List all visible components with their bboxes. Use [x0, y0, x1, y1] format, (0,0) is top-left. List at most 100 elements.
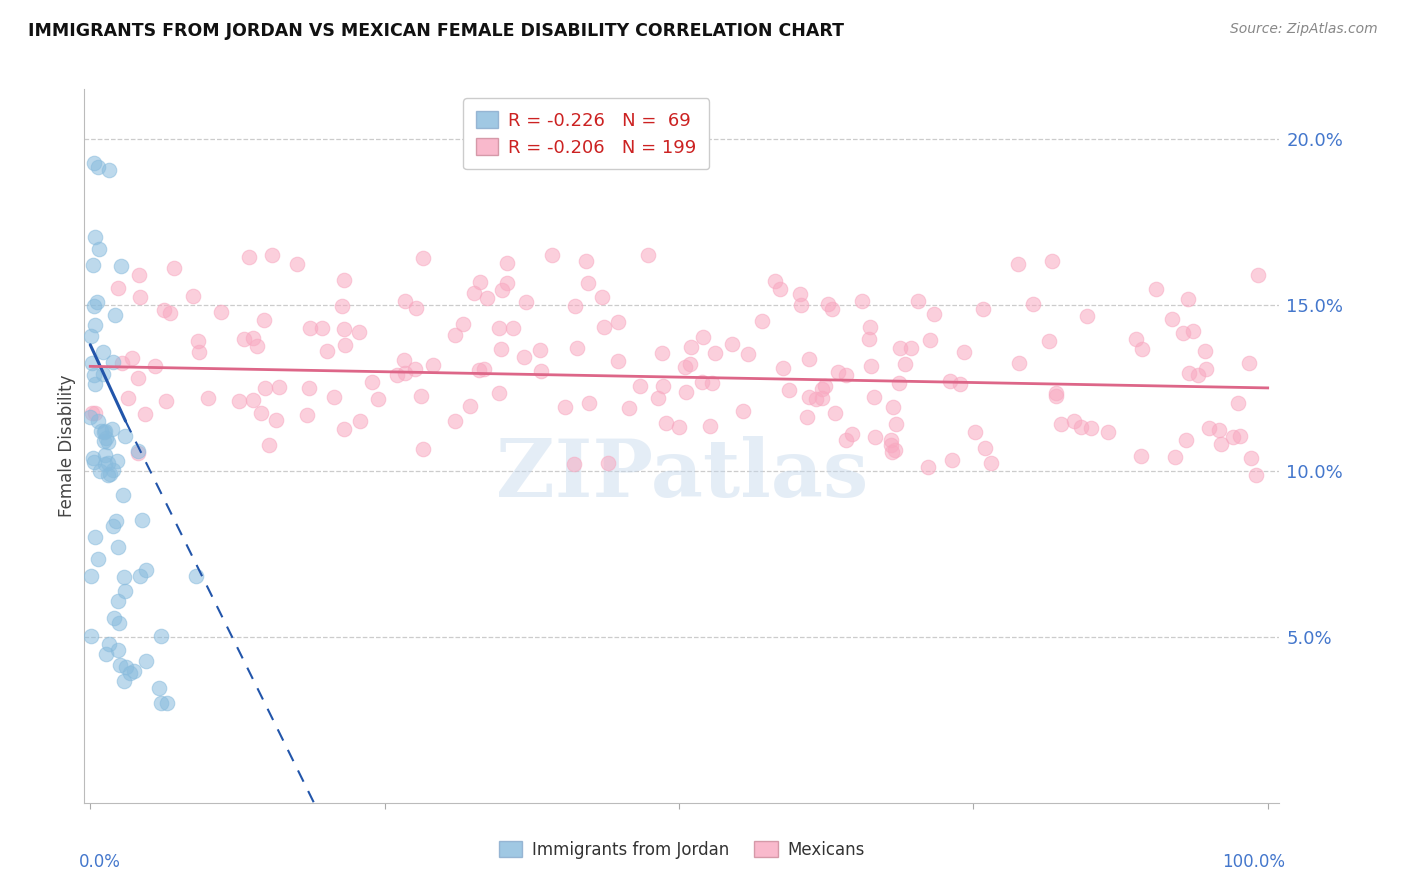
Point	[148, 681, 170, 696]
Point	[83, 299, 105, 313]
Point	[107, 541, 129, 555]
Point	[411, 389, 433, 403]
Point	[772, 360, 794, 375]
Point	[894, 357, 917, 371]
Point	[884, 417, 907, 431]
Point	[824, 406, 846, 420]
Point	[111, 356, 134, 370]
Point	[209, 304, 232, 318]
Point	[101, 463, 124, 477]
Point	[554, 400, 576, 414]
Point	[1174, 433, 1197, 447]
Point	[127, 444, 149, 458]
Point	[1227, 396, 1250, 410]
Point	[197, 391, 219, 405]
Point	[1195, 361, 1218, 376]
Point	[835, 433, 858, 447]
Point	[112, 673, 135, 688]
Point	[80, 629, 103, 643]
Point	[1209, 437, 1232, 451]
Point	[97, 467, 120, 482]
Point	[333, 422, 356, 436]
Point	[238, 251, 260, 265]
Point	[917, 459, 939, 474]
Point	[541, 248, 564, 262]
Point	[153, 303, 176, 318]
Point	[93, 457, 115, 471]
Point	[97, 435, 120, 450]
Point	[104, 308, 127, 322]
Point	[963, 425, 986, 439]
Point	[468, 363, 491, 377]
Point	[1208, 423, 1230, 437]
Point	[576, 277, 599, 291]
Point	[405, 301, 427, 316]
Point	[323, 390, 346, 404]
Point	[253, 313, 276, 327]
Point	[103, 611, 125, 625]
Point	[1045, 389, 1067, 403]
Point	[181, 289, 204, 303]
Point	[647, 391, 669, 405]
Point	[496, 277, 519, 291]
Point	[89, 464, 111, 478]
Point	[477, 292, 499, 306]
Point	[1247, 268, 1270, 283]
Point	[827, 365, 849, 379]
Point	[367, 392, 389, 406]
Point	[349, 414, 371, 428]
Text: IMMIGRANTS FROM JORDAN VS MEXICAN FEMALE DISABILITY CORRELATION CHART: IMMIGRANTS FROM JORDAN VS MEXICAN FEMALE…	[28, 22, 844, 40]
Point	[804, 392, 827, 407]
Point	[679, 357, 702, 371]
Point	[835, 368, 858, 383]
Point	[242, 393, 264, 408]
Point	[316, 343, 339, 358]
Point	[87, 160, 110, 174]
Point	[311, 321, 333, 335]
Point	[949, 376, 972, 391]
Point	[101, 422, 124, 436]
Point	[349, 325, 371, 339]
Point	[673, 360, 696, 375]
Point	[98, 163, 121, 178]
Point	[150, 629, 173, 643]
Point	[412, 251, 434, 265]
Point	[488, 321, 510, 335]
Point	[120, 666, 142, 681]
Point	[121, 351, 143, 366]
Point	[187, 334, 209, 348]
Point	[502, 321, 524, 335]
Point	[721, 337, 744, 351]
Point	[1229, 428, 1251, 442]
Point	[451, 317, 474, 331]
Point	[128, 569, 150, 583]
Point	[262, 248, 284, 262]
Point	[863, 430, 886, 444]
Point	[851, 293, 873, 308]
Point	[250, 406, 273, 420]
Point	[751, 314, 773, 328]
Text: ZIPatlas: ZIPatlas	[496, 435, 868, 514]
Point	[361, 375, 384, 389]
Point	[82, 451, 104, 466]
Point	[530, 364, 553, 378]
Point	[298, 381, 321, 395]
Point	[515, 295, 537, 310]
Point	[108, 616, 131, 631]
Point	[668, 419, 690, 434]
Point	[127, 371, 149, 385]
Point	[134, 407, 156, 421]
Point	[814, 379, 837, 393]
Point	[98, 637, 121, 651]
Point	[495, 256, 517, 270]
Point	[562, 457, 585, 471]
Point	[655, 416, 678, 430]
Point	[83, 406, 105, 420]
Point	[790, 298, 813, 312]
Point	[115, 659, 138, 673]
Text: Source: ZipAtlas.com: Source: ZipAtlas.com	[1230, 22, 1378, 37]
Point	[952, 344, 974, 359]
Point	[83, 318, 105, 333]
Point	[108, 658, 131, 673]
Point	[889, 341, 911, 355]
